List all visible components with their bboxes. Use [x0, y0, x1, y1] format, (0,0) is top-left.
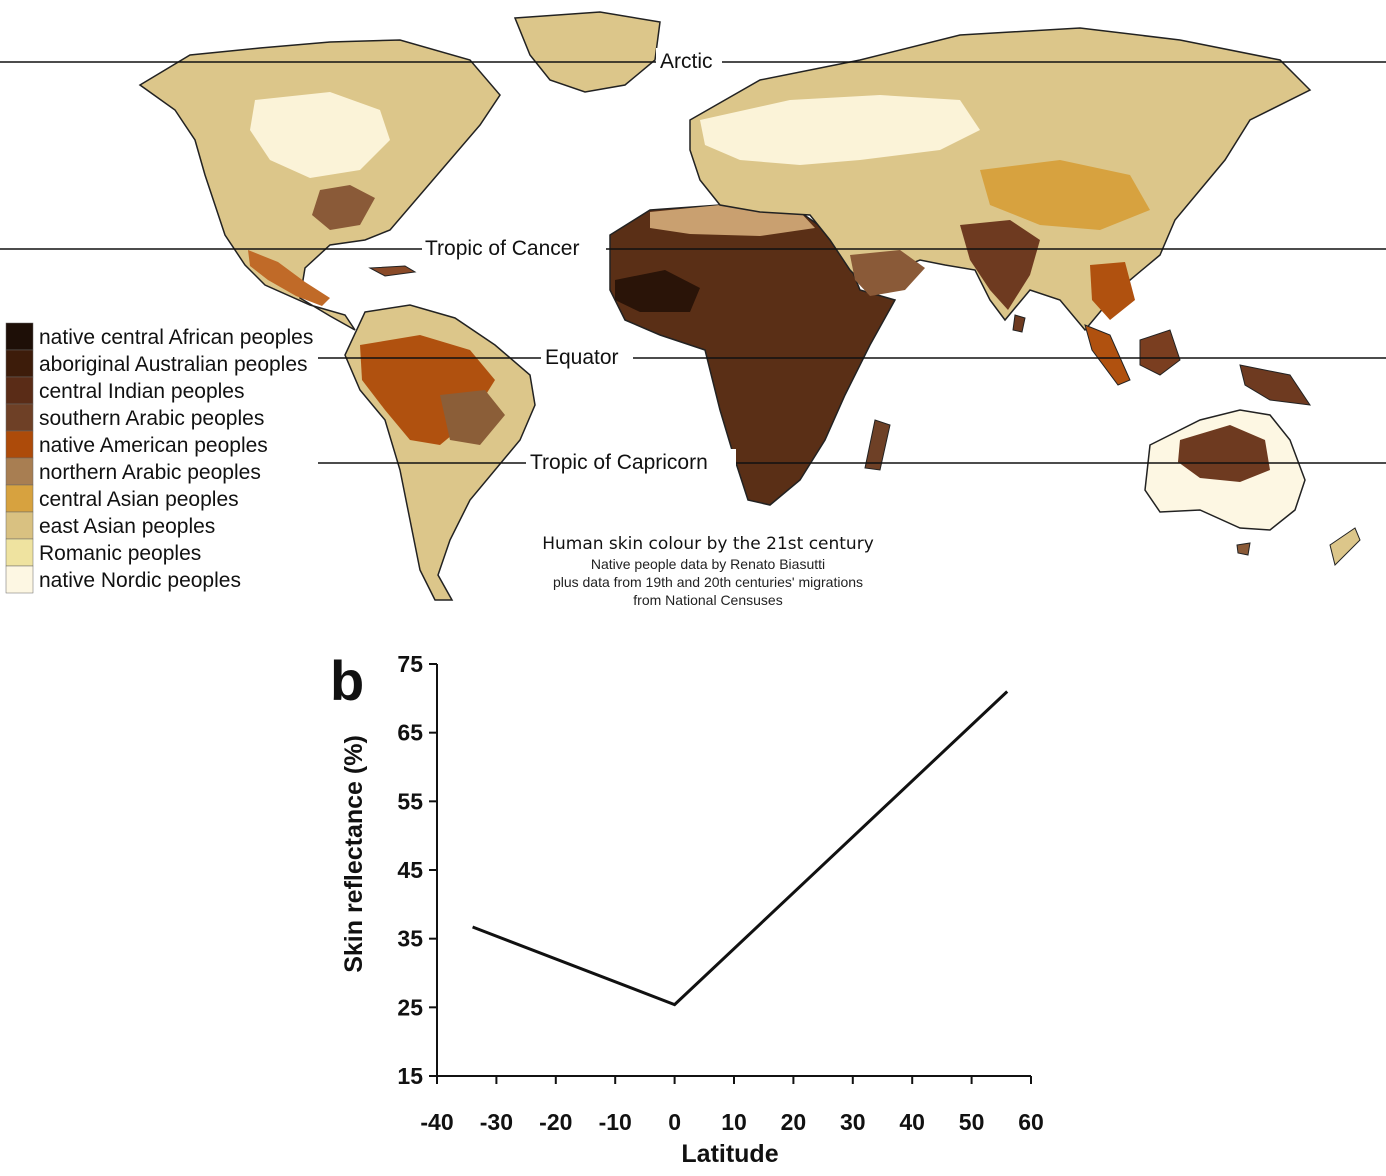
new-zealand-island [1329, 527, 1361, 566]
legend-swatch-1 [5, 349, 34, 378]
indonesia-islands [1084, 324, 1131, 386]
sri-lanka-island [1012, 314, 1026, 333]
y-tick-label-3: 45 [397, 857, 423, 883]
legend-swatch-7 [5, 511, 34, 540]
y-axis-label: Skin reflectance (%) [340, 735, 368, 973]
x-tick-label-8: 40 [899, 1109, 925, 1135]
tropic-of-capricorn-label-bg [526, 449, 736, 475]
legend-swatch-0 [5, 322, 34, 351]
tropic-of-cancer-label-bg [422, 235, 606, 261]
legend-swatch-9 [5, 565, 34, 594]
legend-label-5: northern Arabic peoples [39, 461, 261, 484]
x-tick-label-9: 50 [959, 1109, 985, 1135]
x-tick-label-2: -20 [539, 1109, 572, 1135]
legend-label-0: native central African peoples [39, 326, 313, 349]
caption-title: Human skin colour by the 21st century [542, 534, 874, 554]
legend-swatch-8 [5, 538, 34, 567]
x-tick-label-4: 0 [668, 1109, 681, 1135]
legend-label-2: central Indian peoples [39, 380, 244, 403]
legend-label-1: aboriginal Australian peoples [39, 353, 308, 376]
south-america-brown-zone [440, 390, 505, 445]
x-tick-label-7: 30 [840, 1109, 866, 1135]
india-brown-zone [960, 220, 1040, 310]
central-asia-gold-zone [980, 160, 1150, 230]
australia-aboriginal-zone [1178, 425, 1270, 482]
central-africa-dark-zone [615, 270, 700, 312]
legend-label-3: southern Arabic peoples [39, 407, 264, 430]
y-tick-label-1: 25 [397, 994, 423, 1020]
equator-label-bg [541, 344, 633, 370]
caption-line-2: plus data from 19th and 20th centuries' … [553, 574, 863, 590]
x-tick-label-0: -40 [420, 1109, 453, 1135]
tropic-of-cancer-label: Tropic of Cancer [425, 237, 579, 260]
equator-label: Equator [545, 346, 619, 369]
tropic-of-capricorn-label: Tropic of Capricorn [530, 451, 708, 474]
madagascar [864, 419, 891, 471]
arabia-brown-zone [850, 250, 925, 296]
north-america-light-zone [250, 92, 390, 178]
legend-swatch-4 [5, 430, 34, 459]
x-tick-label-10: 60 [1018, 1109, 1044, 1135]
x-tick-label-6: 20 [781, 1109, 807, 1135]
legend-label-4: native American peoples [39, 434, 268, 457]
reference-lines: Arctic Tropic of Cancer Equator Tropic o… [0, 48, 1386, 475]
legend-label-7: east Asian peoples [39, 515, 215, 538]
map-caption: Human skin colour by the 21st century Na… [542, 534, 874, 608]
map-legend: native central African peoples aboriginal… [5, 322, 313, 594]
y-tick-label-2: 35 [397, 926, 423, 952]
x-axis-ticks: -40 -30 -20 -10 0 10 20 30 40 50 60 [420, 1076, 1044, 1135]
tasmania-island [1236, 542, 1251, 556]
new-guinea-island [1239, 364, 1312, 406]
legend-label-8: Romanic peoples [39, 542, 201, 565]
panel-letter: b [330, 649, 364, 712]
north-america-brown-zone [312, 185, 375, 230]
europe-light-zone [700, 95, 980, 165]
legend-swatch-5 [5, 457, 34, 486]
world-map [138, 11, 1361, 601]
y-tick-label-4: 55 [397, 788, 423, 814]
arctic-label-bg [656, 48, 722, 74]
caption-line-3: from National Censuses [633, 592, 782, 608]
x-tick-label-1: -30 [480, 1109, 513, 1135]
legend-label-6: central Asian peoples [39, 488, 239, 511]
y-tick-label-0: 15 [397, 1063, 423, 1089]
x-axis-label: Latitude [681, 1140, 778, 1168]
mexico-orange-zone [248, 250, 330, 306]
north-america-landmass [138, 39, 501, 331]
legend-swatch-3 [5, 403, 34, 432]
legend-swatch-2 [5, 376, 34, 405]
skin-reflectance-chart: b 15 25 35 45 55 65 75 -40 -30 -20 -10 0 10 20 30 40 50… [330, 649, 1044, 1168]
greenland-landmass [513, 11, 661, 93]
caribbean-islands [368, 265, 417, 277]
arctic-label: Arctic [660, 50, 713, 73]
southeast-asia-orange-zone [1090, 262, 1135, 320]
y-tick-label-6: 75 [397, 651, 423, 677]
legend-label-9: native Nordic peoples [39, 569, 241, 592]
borneo-island [1139, 329, 1181, 376]
x-tick-label-5: 10 [721, 1109, 747, 1135]
caption-line-1: Native people data by Renato Biasutti [591, 556, 825, 572]
x-tick-label-3: -10 [599, 1109, 632, 1135]
legend-swatch-6 [5, 484, 34, 513]
y-axis-ticks: 15 25 35 45 55 65 75 [397, 651, 437, 1089]
series-line [472, 690, 1009, 1007]
y-tick-label-5: 65 [397, 720, 423, 746]
